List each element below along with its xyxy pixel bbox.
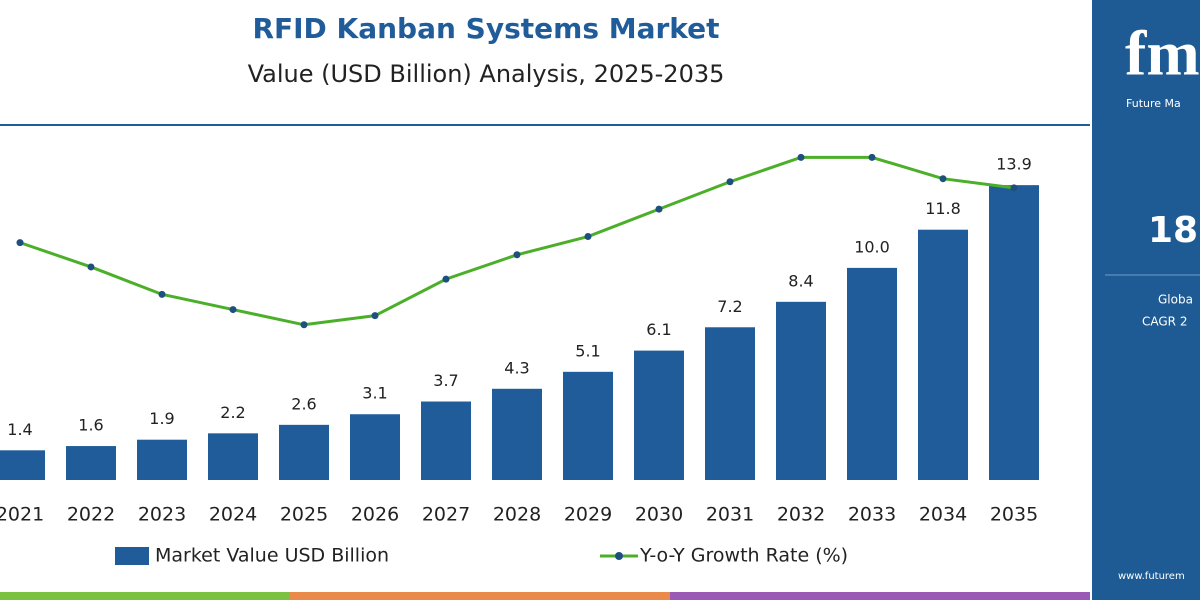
footer-stripe [290, 592, 670, 600]
sidebar-text: Globa [1158, 293, 1193, 307]
data-label: 7.2 [717, 297, 742, 316]
x-tick-label: 2031 [706, 504, 754, 526]
data-label: 2.6 [291, 394, 316, 413]
data-label: 6.1 [646, 320, 671, 339]
legend-swatch [115, 547, 149, 565]
bar [421, 401, 471, 480]
headline: 18 [1148, 210, 1198, 251]
bar [634, 350, 684, 480]
line-marker [442, 275, 450, 283]
footer-stripe [0, 592, 290, 600]
x-tick-label: 2025 [280, 504, 328, 526]
data-label: 3.7 [433, 371, 458, 390]
chart-subtitle: Value (USD Billion) Analysis, 2025-2035 [248, 60, 725, 88]
line-marker [513, 251, 521, 259]
line-marker [726, 178, 734, 186]
line-marker [87, 263, 95, 271]
brand: Future Ma [1126, 97, 1181, 110]
data-label: 1.9 [149, 409, 174, 428]
sidebar: fm Future Ma 18 Globa CAGR 2 www.futurem [1092, 0, 1200, 600]
data-label: 4.3 [504, 358, 529, 377]
data-label: 1.6 [78, 416, 103, 435]
bar [989, 185, 1039, 480]
footer-stripe [670, 592, 1090, 600]
data-label: 2.2 [220, 403, 245, 422]
x-tick-label: 2026 [351, 504, 399, 526]
line-marker [229, 306, 237, 314]
line-marker [16, 239, 24, 247]
line-marker [158, 290, 166, 298]
legend-label: Y-o-Y Growth Rate (%) [639, 545, 848, 567]
data-label: 3.1 [362, 384, 387, 403]
line-marker [868, 153, 876, 161]
x-tick-label: 2024 [209, 504, 257, 526]
line-marker [300, 321, 308, 329]
bar [279, 424, 329, 480]
data-label: 13.9 [996, 155, 1032, 174]
url: www.futurem [1118, 571, 1185, 582]
line-marker [371, 312, 379, 320]
chart-title: RFID Kanban Systems Market [252, 12, 719, 45]
x-tick-label: 2022 [67, 504, 115, 526]
sidebar-panel [1092, 0, 1200, 600]
legend-swatch [615, 552, 623, 560]
x-tick-label: 2023 [138, 504, 186, 526]
data-label: 8.4 [788, 271, 813, 290]
bar [847, 267, 897, 480]
bar [492, 388, 542, 480]
x-tick-label: 2021 [0, 504, 44, 526]
bar [66, 446, 116, 480]
x-tick-label: 2033 [848, 504, 896, 526]
x-tick-label: 2032 [777, 504, 825, 526]
bar [0, 450, 45, 480]
line-marker [655, 205, 663, 213]
x-tick-label: 2027 [422, 504, 470, 526]
data-label: 5.1 [575, 341, 600, 360]
data-label: 11.8 [925, 199, 961, 218]
bar [705, 327, 755, 480]
logo: fm [1125, 18, 1200, 89]
bar [563, 371, 613, 480]
x-tick-label: 2035 [990, 504, 1038, 526]
line-marker [584, 233, 592, 241]
x-tick-label: 2028 [493, 504, 541, 526]
bar [350, 414, 400, 480]
bar [776, 301, 826, 480]
line-marker [939, 175, 947, 183]
line-marker [1010, 184, 1018, 192]
line-marker [797, 153, 805, 161]
data-label: 1.4 [7, 420, 32, 439]
x-tick-label: 2029 [564, 504, 612, 526]
legend-label: Market Value USD Billion [155, 545, 389, 567]
x-tick-label: 2030 [635, 504, 683, 526]
bar [918, 229, 968, 480]
x-tick-label: 2034 [919, 504, 967, 526]
data-label: 10.0 [854, 237, 890, 256]
bar [208, 433, 258, 480]
bar [137, 439, 187, 480]
sidebar-text: CAGR 2 [1142, 315, 1187, 329]
